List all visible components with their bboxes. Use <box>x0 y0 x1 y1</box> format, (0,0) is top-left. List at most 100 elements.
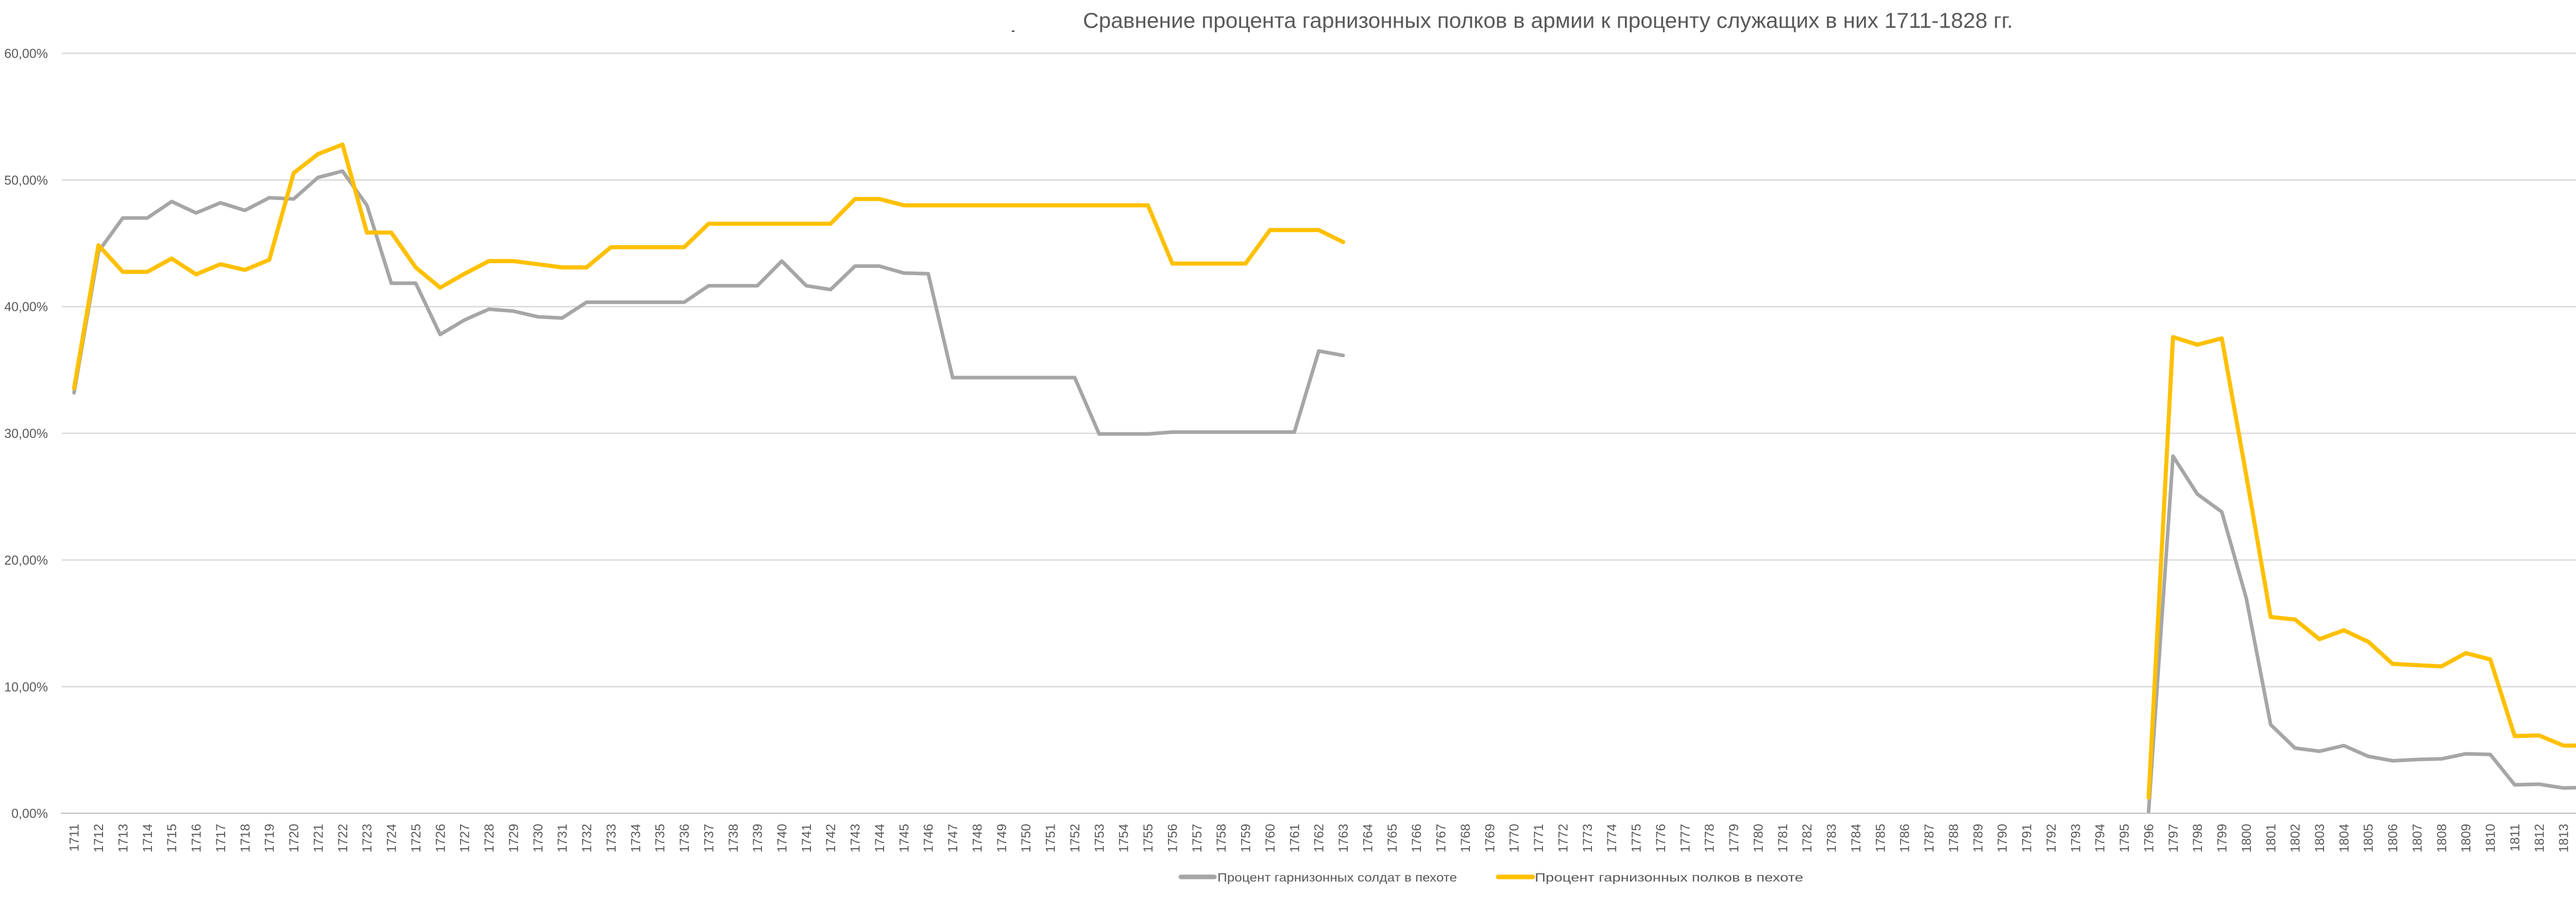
svg-text:1792: 1792 <box>2044 824 2059 853</box>
svg-text:1776: 1776 <box>1654 824 1668 853</box>
svg-text:30,00%: 30,00% <box>4 427 48 441</box>
svg-text:1743: 1743 <box>849 824 863 853</box>
svg-text:1728: 1728 <box>482 824 497 853</box>
svg-text:1775: 1775 <box>1630 824 1644 853</box>
svg-text:1742: 1742 <box>824 824 838 853</box>
svg-text:1759: 1759 <box>1239 824 1253 853</box>
svg-text:1735: 1735 <box>653 824 668 853</box>
svg-text:1746: 1746 <box>922 824 936 853</box>
svg-text:1719: 1719 <box>263 824 277 853</box>
svg-text:1722: 1722 <box>336 824 350 853</box>
svg-text:1711: 1711 <box>67 824 82 852</box>
svg-text:1718: 1718 <box>238 824 252 853</box>
svg-text:1804: 1804 <box>2337 824 2351 853</box>
svg-text:1806: 1806 <box>2386 824 2400 853</box>
svg-text:1745: 1745 <box>897 824 911 853</box>
svg-text:1795: 1795 <box>2117 824 2132 853</box>
svg-text:1734: 1734 <box>629 824 643 853</box>
svg-text:1717: 1717 <box>214 824 228 853</box>
svg-text:1782: 1782 <box>1800 824 1815 853</box>
svg-text:1761: 1761 <box>1287 824 1302 853</box>
svg-text:1732: 1732 <box>580 824 595 853</box>
svg-text:1757: 1757 <box>1190 824 1205 853</box>
svg-text:1780: 1780 <box>1751 824 1766 853</box>
svg-text:50,00%: 50,00% <box>4 173 48 188</box>
svg-text:1714: 1714 <box>141 824 155 853</box>
svg-text:1727: 1727 <box>458 824 472 853</box>
svg-text:1744: 1744 <box>873 824 887 853</box>
svg-text:1763: 1763 <box>1336 824 1351 853</box>
svg-text:1787: 1787 <box>1922 824 1937 853</box>
svg-text:1750: 1750 <box>1019 824 1033 853</box>
svg-text:1786: 1786 <box>1898 824 1912 853</box>
svg-text:1812: 1812 <box>2532 824 2547 853</box>
svg-text:1777: 1777 <box>1678 824 1692 853</box>
svg-text:1803: 1803 <box>2313 824 2327 853</box>
svg-text:1737: 1737 <box>702 824 716 853</box>
svg-text:1736: 1736 <box>677 824 692 853</box>
svg-text:1712: 1712 <box>92 824 106 853</box>
svg-text:1754: 1754 <box>1117 824 1131 853</box>
svg-text:1799: 1799 <box>2215 824 2230 853</box>
svg-text:1740: 1740 <box>775 824 790 853</box>
svg-text:1789: 1789 <box>1971 824 1986 853</box>
svg-text:1779: 1779 <box>1727 824 1741 853</box>
svg-text:1756: 1756 <box>1166 824 1180 853</box>
svg-text:1749: 1749 <box>995 824 1009 853</box>
svg-text:1809: 1809 <box>2459 824 2473 853</box>
svg-text:1778: 1778 <box>1703 824 1717 853</box>
svg-text:1810: 1810 <box>2484 824 2498 853</box>
svg-text:1752: 1752 <box>1068 824 1082 853</box>
svg-text:1797: 1797 <box>2166 824 2181 853</box>
svg-text:1755: 1755 <box>1141 824 1156 853</box>
svg-text:1773: 1773 <box>1581 824 1595 853</box>
svg-text:1774: 1774 <box>1605 824 1619 853</box>
svg-text:1764: 1764 <box>1361 824 1376 853</box>
svg-text:40,00%: 40,00% <box>4 300 48 314</box>
svg-text:1770: 1770 <box>1507 824 1522 853</box>
svg-text:1811: 1811 <box>2508 824 2522 852</box>
svg-text:1733: 1733 <box>604 824 619 853</box>
svg-text:0,00%: 0,00% <box>11 807 48 821</box>
svg-text:Процент гарнизонных солдат в п: Процент гарнизонных солдат в пехоте <box>1217 871 1457 884</box>
svg-text:1730: 1730 <box>531 824 546 853</box>
svg-text:1760: 1760 <box>1263 824 1278 853</box>
svg-text:Сравнение процента гарнизонных: Сравнение процента гарнизонных полков в … <box>1083 8 2013 32</box>
svg-text:1729: 1729 <box>506 824 521 853</box>
svg-text:1768: 1768 <box>1459 824 1473 853</box>
svg-text:1807: 1807 <box>2411 824 2425 853</box>
svg-text:1800: 1800 <box>2240 824 2254 853</box>
svg-text:1808: 1808 <box>2435 824 2449 853</box>
svg-text:1731: 1731 <box>555 824 570 853</box>
svg-text:1788: 1788 <box>1946 824 1961 853</box>
svg-text:1783: 1783 <box>1825 824 1839 853</box>
svg-text:1753: 1753 <box>1092 824 1107 853</box>
svg-text:1762: 1762 <box>1312 824 1327 853</box>
svg-text:1781: 1781 <box>1776 824 1790 853</box>
svg-text:1785: 1785 <box>1873 824 1888 853</box>
svg-text:1769: 1769 <box>1483 824 1497 853</box>
svg-text:1798: 1798 <box>2191 824 2205 853</box>
svg-text:1796: 1796 <box>2142 824 2156 853</box>
svg-text:1758: 1758 <box>1214 824 1229 853</box>
svg-text:20,00%: 20,00% <box>4 553 48 568</box>
svg-text:1790: 1790 <box>1995 824 2010 853</box>
svg-text:1723: 1723 <box>360 824 375 853</box>
svg-text:1793: 1793 <box>2069 824 2083 853</box>
svg-text:1715: 1715 <box>165 824 179 853</box>
svg-text:1738: 1738 <box>726 824 741 853</box>
svg-text:1741: 1741 <box>800 824 814 853</box>
svg-text:1725: 1725 <box>409 824 423 853</box>
svg-text:1791: 1791 <box>2020 824 2035 853</box>
svg-text:1726: 1726 <box>433 824 448 853</box>
svg-text:1801: 1801 <box>2264 824 2278 853</box>
svg-text:1772: 1772 <box>1556 824 1570 853</box>
svg-text:1802: 1802 <box>2289 824 2303 853</box>
svg-text:1716: 1716 <box>190 824 204 853</box>
svg-text:1721: 1721 <box>311 824 326 853</box>
svg-text:1751: 1751 <box>1044 824 1058 853</box>
svg-text:Процент гарнизонных полков в п: Процент гарнизонных полков в пехоте <box>1535 871 1803 884</box>
svg-text:1766: 1766 <box>1410 824 1424 853</box>
svg-text:1720: 1720 <box>287 824 301 853</box>
svg-text:1805: 1805 <box>2362 824 2376 853</box>
